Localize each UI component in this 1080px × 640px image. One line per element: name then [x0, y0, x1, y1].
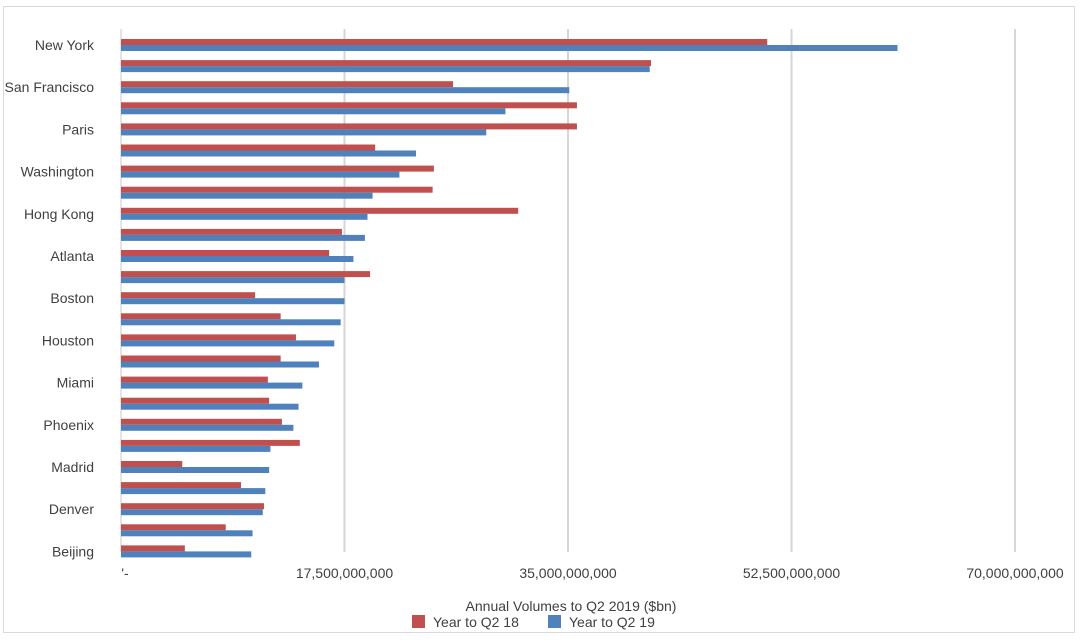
bar-q2-19-8 [121, 213, 368, 220]
bar-q2-19-10 [121, 256, 354, 262]
category-label-16: Miami [57, 375, 94, 391]
bar-q2-18-3 [121, 102, 577, 109]
tick-label-2: 35,000,000,000 [519, 565, 617, 581]
category-label-0: New York [35, 37, 95, 53]
bar-q2-18-2 [121, 81, 454, 88]
bar-chart: New York San Francisco Paris Washington Hong… [5, 29, 1064, 630]
tick-label-3: 52,500,000,000 [743, 565, 841, 581]
bar-q2-18-10 [121, 250, 330, 256]
bar-q2-18-24 [121, 545, 185, 552]
legend-swatch-0 [412, 615, 425, 628]
bar-q2-19-15 [121, 361, 319, 368]
bar-q2-19-11 [121, 277, 345, 284]
bar-q2-19-22 [121, 509, 263, 516]
bar-q2-18-8 [121, 207, 519, 214]
bar-q2-19-21 [121, 488, 266, 495]
bar-q2-19-17 [121, 403, 299, 410]
bar-q2-19-14 [121, 340, 335, 347]
category-label-24: Beijing [52, 543, 94, 559]
bar-q2-19-24 [121, 551, 252, 558]
category-label-2: San Francisco [5, 79, 95, 95]
bar-q2-19-5 [121, 150, 417, 157]
bar-q2-18-9 [121, 228, 342, 235]
bar-q2-18-16 [121, 376, 268, 383]
category-label-10: Atlanta [50, 248, 94, 264]
bar-q2-18-13 [121, 313, 281, 320]
bar-q2-19-19 [121, 445, 271, 452]
bar-q2-18-21 [121, 482, 242, 489]
category-label-14: Houston [42, 332, 94, 348]
bar-q2-19-6 [121, 171, 400, 178]
category-label-18: Phoenix [43, 417, 94, 433]
bar-q2-19-20 [121, 467, 270, 473]
x-axis-title: Annual Volumes to Q2 2019 ($bn) [466, 598, 677, 614]
bar-q2-18-15 [121, 355, 281, 362]
bar-q2-18-11 [121, 271, 371, 278]
category-label-8: Hong Kong [24, 206, 94, 222]
bar-q2-18-12 [121, 292, 256, 299]
category-label-4: Paris [62, 121, 94, 137]
bar-q2-19-0 [121, 45, 898, 51]
bar-q2-19-13 [121, 319, 341, 326]
bar-q2-18-22 [121, 503, 265, 510]
bar-q2-18-14 [121, 334, 296, 341]
bar-q2-19-3 [121, 108, 506, 115]
legend-swatch-1 [548, 615, 561, 628]
legend: Year to Q2 18 Year to Q2 19 [412, 614, 655, 630]
bar-q2-18-0 [121, 39, 768, 45]
tick-label-1: 17,500,000,000 [296, 565, 394, 581]
bar-q2-18-4 [121, 123, 577, 130]
bar-q2-19-9 [121, 234, 365, 241]
bars [121, 39, 898, 558]
bar-q2-18-23 [121, 524, 226, 531]
bar-q2-18-20 [121, 461, 183, 467]
bar-q2-19-1 [121, 66, 650, 73]
bar-q2-19-16 [121, 382, 303, 389]
category-label-22: Denver [49, 501, 94, 517]
bar-q2-18-5 [121, 144, 376, 151]
tick-label-0: '- [121, 565, 129, 581]
bar-q2-18-1 [121, 60, 652, 67]
bar-q2-19-23 [121, 530, 253, 537]
category-label-6: Washington [21, 164, 94, 180]
bar-q2-18-19 [121, 439, 300, 446]
bar-q2-19-12 [121, 298, 345, 305]
category-label-20: Madrid [51, 459, 94, 475]
bar-q2-18-7 [121, 186, 433, 193]
category-labels: New York San Francisco Paris Washington Hong… [5, 37, 95, 559]
tick-label-4: 70,000,000,000 [966, 565, 1064, 581]
legend-label-0: Year to Q2 18 [433, 614, 519, 630]
bar-q2-18-17 [121, 397, 270, 404]
chart-frame: New York San Francisco Paris Washington Hong… [3, 6, 1075, 633]
bar-q2-19-7 [121, 192, 373, 199]
bar-q2-19-4 [121, 129, 487, 136]
category-label-12: Boston [50, 290, 94, 306]
bar-q2-19-2 [121, 87, 570, 94]
bar-q2-18-18 [121, 418, 282, 425]
legend-label-1: Year to Q2 19 [569, 614, 655, 630]
bar-q2-18-6 [121, 165, 434, 172]
bar-q2-19-18 [121, 424, 294, 431]
tick-labels: '- 17,500,000,000 35,000,000,000 52,500,000… [121, 565, 1064, 581]
